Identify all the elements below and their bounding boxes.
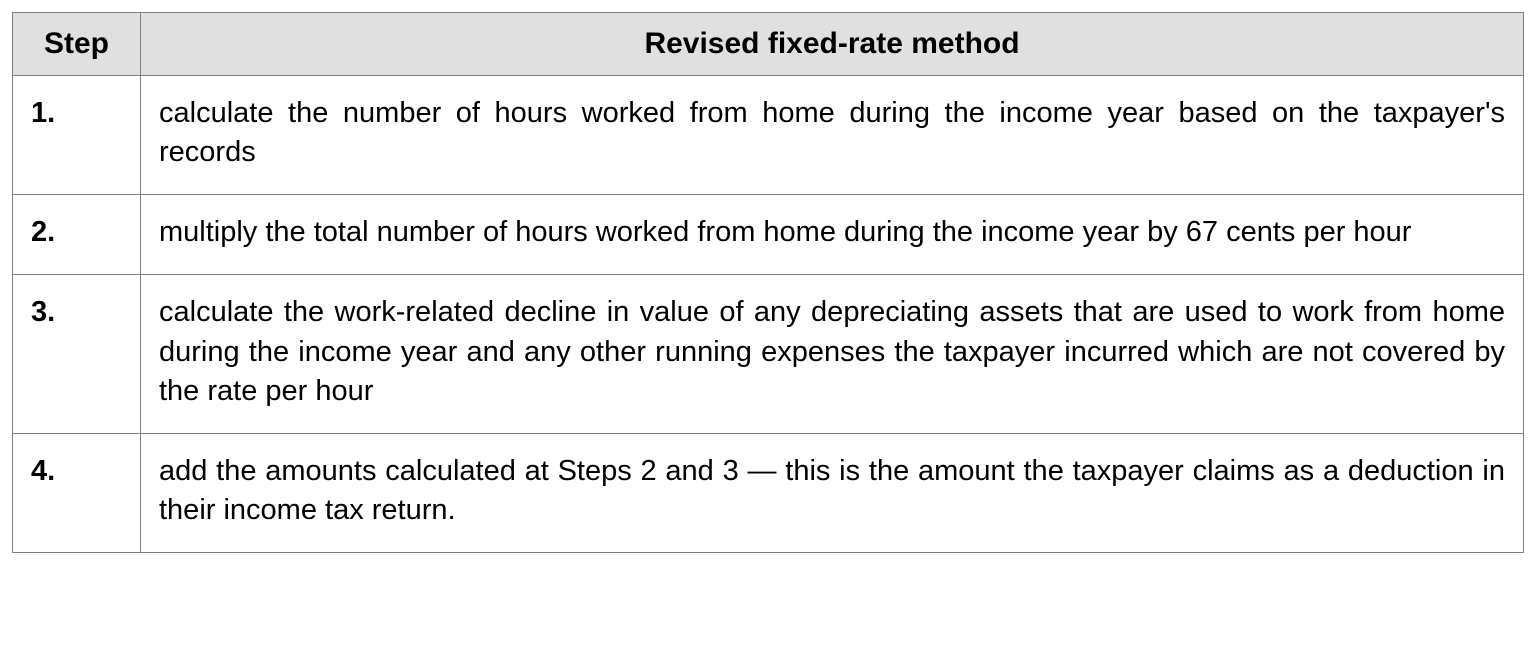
step-number: 3. bbox=[13, 275, 141, 433]
step-number: 4. bbox=[13, 433, 141, 552]
table-row: 4. add the amounts calculated at Steps 2… bbox=[13, 433, 1524, 552]
step-description: calculate the work-related decline in va… bbox=[141, 275, 1524, 433]
header-step: Step bbox=[13, 13, 141, 76]
table-row: 3. calculate the work-related decline in… bbox=[13, 275, 1524, 433]
table-row: 1. calculate the number of hours worked … bbox=[13, 76, 1524, 195]
step-description: calculate the number of hours worked fro… bbox=[141, 76, 1524, 195]
table-row: 2. multiply the total number of hours wo… bbox=[13, 195, 1524, 275]
step-description: add the amounts calculated at Steps 2 an… bbox=[141, 433, 1524, 552]
table-header-row: Step Revised fixed-rate method bbox=[13, 13, 1524, 76]
step-number: 1. bbox=[13, 76, 141, 195]
step-number: 2. bbox=[13, 195, 141, 275]
header-method: Revised fixed-rate method bbox=[141, 13, 1524, 76]
step-description: multiply the total number of hours worke… bbox=[141, 195, 1524, 275]
fixed-rate-method-table: Step Revised fixed-rate method 1. calcul… bbox=[12, 12, 1524, 553]
